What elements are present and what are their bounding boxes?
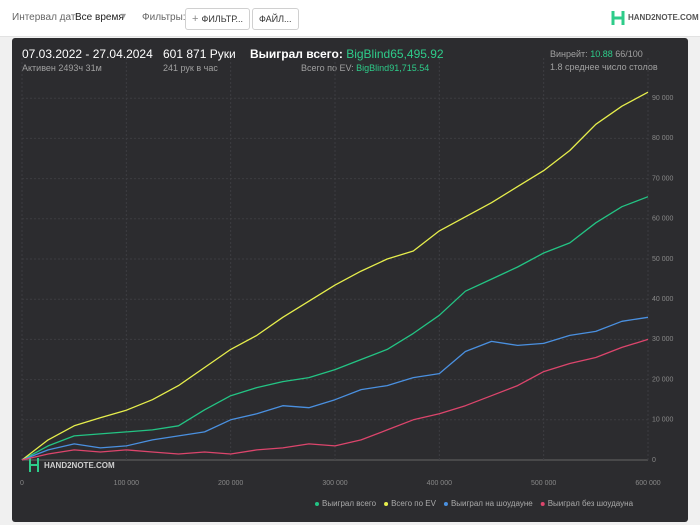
tables: 1.8 среднее число столов	[550, 62, 658, 72]
series-line	[21, 91, 649, 461]
legend-label: Всего по EV	[391, 499, 437, 508]
y-tick-label: 30 000	[652, 336, 674, 343]
date-label: Интервал дат:	[12, 12, 79, 23]
x-tick-label: 600 000	[635, 480, 660, 487]
logo-icon	[611, 11, 625, 25]
y-tick-label: 60 000	[652, 216, 674, 223]
x-tick-label: 100 000	[114, 480, 139, 487]
legend-marker	[315, 502, 319, 506]
winrate-unit: 66/100	[615, 49, 643, 59]
y-tick-label: 90 000	[652, 95, 674, 102]
hands: 601 871 Руки	[163, 47, 236, 61]
won-label: Выиграл всего:	[250, 47, 343, 61]
caret: ▾	[121, 11, 127, 22]
y-tick-label: 0	[652, 457, 656, 464]
series-line	[21, 196, 649, 461]
series-line	[21, 316, 649, 461]
series-line	[21, 338, 649, 461]
logo-text: HAND2NOTE.COM	[628, 13, 699, 22]
y-tick-label: 40 000	[652, 296, 674, 303]
ev-value: BigBlind91,715.54	[356, 63, 430, 73]
legend-label: Выиграл на шоудауне	[451, 499, 533, 508]
x-tick-label: 300 000	[322, 480, 347, 487]
y-tick-label: 10 000	[652, 417, 674, 424]
ev-total: Всего по EV: BigBlind91,715.54	[301, 63, 429, 73]
ev-label: Всего по EV:	[301, 63, 354, 73]
filter-button[interactable]: + ФИЛЬТР...	[185, 8, 251, 30]
watermark-icon	[29, 458, 39, 472]
legend-label: Выиграл без шоудауна	[548, 499, 634, 508]
x-tick-label: 200 000	[218, 480, 243, 487]
winrate-value: 10.88	[590, 49, 613, 59]
won-total: Выиграл всего: BigBlind65,495.92	[250, 47, 444, 61]
y-tick-label: 70 000	[652, 175, 674, 182]
toolbar: Интервал дат: Все время ▾ Фильтры: + ФИЛ…	[0, 0, 700, 37]
x-tick-label: 500 000	[531, 480, 556, 487]
y-tick-label: 20 000	[652, 376, 674, 383]
legend-marker	[384, 502, 389, 506]
filter-button-text: ФИЛЬТР...	[201, 14, 244, 24]
legend-marker	[443, 502, 448, 506]
won-value: BigBlind65,495.92	[346, 47, 444, 61]
legend: Выиграл всего Всего по EV Выиграл на шоуда…	[315, 499, 634, 508]
period: 07.03.2022 - 27.04.2024	[22, 47, 153, 61]
filters-label: Фильтры:	[142, 12, 186, 23]
hands-per-hour: 241 рук в час	[163, 63, 218, 73]
file-button[interactable]: ФАЙЛ...	[252, 8, 299, 30]
legend-marker	[540, 502, 545, 506]
date-select[interactable]: Все время	[75, 12, 124, 23]
legend-label: Выиграл всего	[322, 499, 377, 508]
chart-panel: 07.03.2022 - 27.04.2024 Активен 2493ч 31…	[12, 38, 688, 522]
x-tick-label: 400 000	[427, 480, 452, 487]
x-tick-label: 0	[20, 480, 24, 487]
winrate: Винрейт: 10.88 66/100	[550, 49, 643, 59]
y-tick-label: 50 000	[652, 256, 674, 263]
active-time: Активен 2493ч 31м	[22, 63, 102, 73]
watermark: HAND2NOTE.COM	[44, 461, 115, 470]
y-tick-label: 80 000	[652, 135, 674, 142]
winrate-label: Винрейт:	[550, 49, 588, 59]
